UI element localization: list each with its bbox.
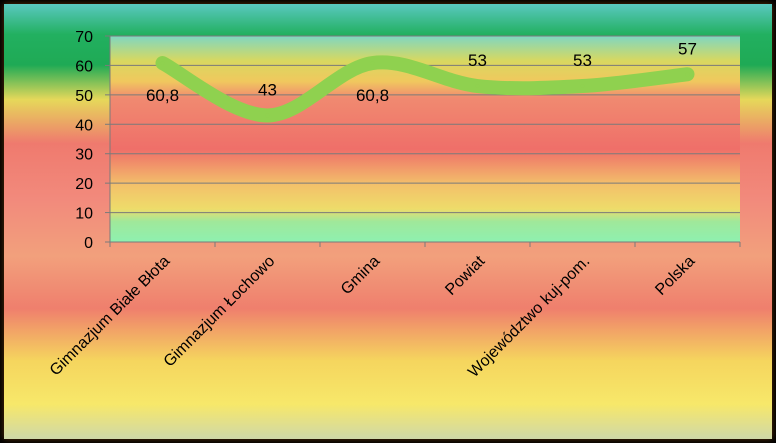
- data-point: [160, 61, 165, 66]
- y-tick-label: 70: [75, 29, 93, 46]
- y-tick-label: 0: [84, 235, 93, 252]
- data-point: [685, 72, 690, 77]
- data-label: 43: [258, 80, 277, 99]
- data-point: [265, 113, 270, 118]
- data-label: 53: [468, 51, 487, 70]
- y-tick-label: 50: [75, 88, 93, 105]
- data-label: 60,8: [146, 86, 179, 105]
- y-tick-label: 60: [75, 58, 93, 75]
- y-tick-label: 30: [75, 147, 93, 164]
- y-tick-label: 40: [75, 117, 93, 134]
- series-line: [155, 55, 695, 123]
- data-label: 53: [573, 51, 592, 70]
- y-tick-label: 10: [75, 206, 93, 223]
- y-tick-label: 20: [75, 176, 93, 193]
- data-point: [370, 61, 375, 66]
- data-point: [475, 84, 480, 89]
- data-point: [580, 84, 585, 89]
- data-label: 57: [678, 39, 697, 58]
- data-label: 60,8: [356, 86, 389, 105]
